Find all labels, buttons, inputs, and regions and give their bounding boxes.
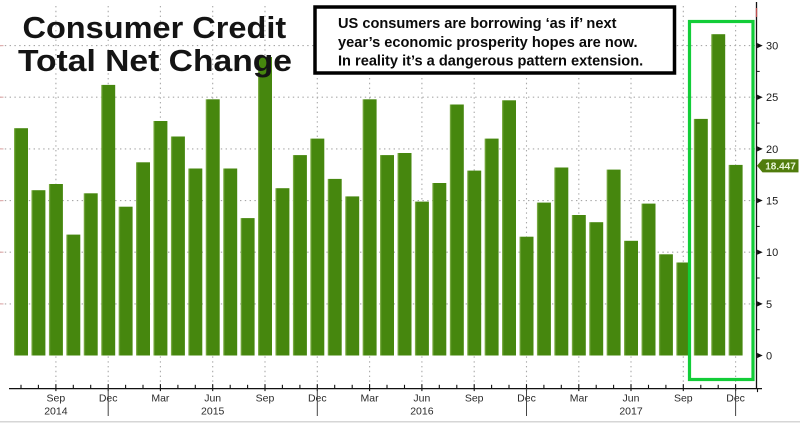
svg-text:Sep: Sep [674, 393, 693, 405]
svg-text:Consumer Credit: Consumer Credit [22, 10, 286, 45]
svg-text:Mar: Mar [151, 393, 170, 405]
svg-text:2014: 2014 [44, 406, 68, 418]
svg-text:20: 20 [766, 144, 778, 156]
svg-text:Sep: Sep [256, 393, 275, 405]
svg-text:year’s economic prosperity hop: year’s economic prosperity hopes are now… [338, 35, 638, 51]
svg-text:2015: 2015 [201, 406, 225, 418]
svg-text:Mar: Mar [570, 393, 589, 405]
svg-text:15: 15 [766, 196, 778, 208]
svg-text:2017: 2017 [619, 406, 643, 418]
svg-text:Total Net Change: Total Net Change [18, 43, 292, 77]
svg-text:0: 0 [766, 351, 772, 363]
svg-text:In reality it’s a dangerous pa: In reality it’s a dangerous pattern exte… [338, 54, 643, 70]
svg-text:US consumers are borrowing ‘as: US consumers are borrowing ‘as if’ next [338, 16, 617, 32]
svg-text:Sep: Sep [47, 393, 66, 405]
svg-text:Jun: Jun [413, 393, 430, 405]
svg-text:25: 25 [766, 92, 778, 104]
svg-text:2016: 2016 [410, 406, 434, 418]
svg-text:30: 30 [766, 41, 778, 53]
svg-text:Jun: Jun [623, 393, 640, 405]
svg-text:5: 5 [766, 299, 772, 311]
svg-text:10: 10 [766, 247, 778, 259]
svg-text:Sep: Sep [465, 393, 484, 405]
svg-text:Jun: Jun [204, 393, 221, 405]
svg-text:18.447: 18.447 [765, 161, 796, 172]
svg-text:Mar: Mar [361, 393, 380, 405]
